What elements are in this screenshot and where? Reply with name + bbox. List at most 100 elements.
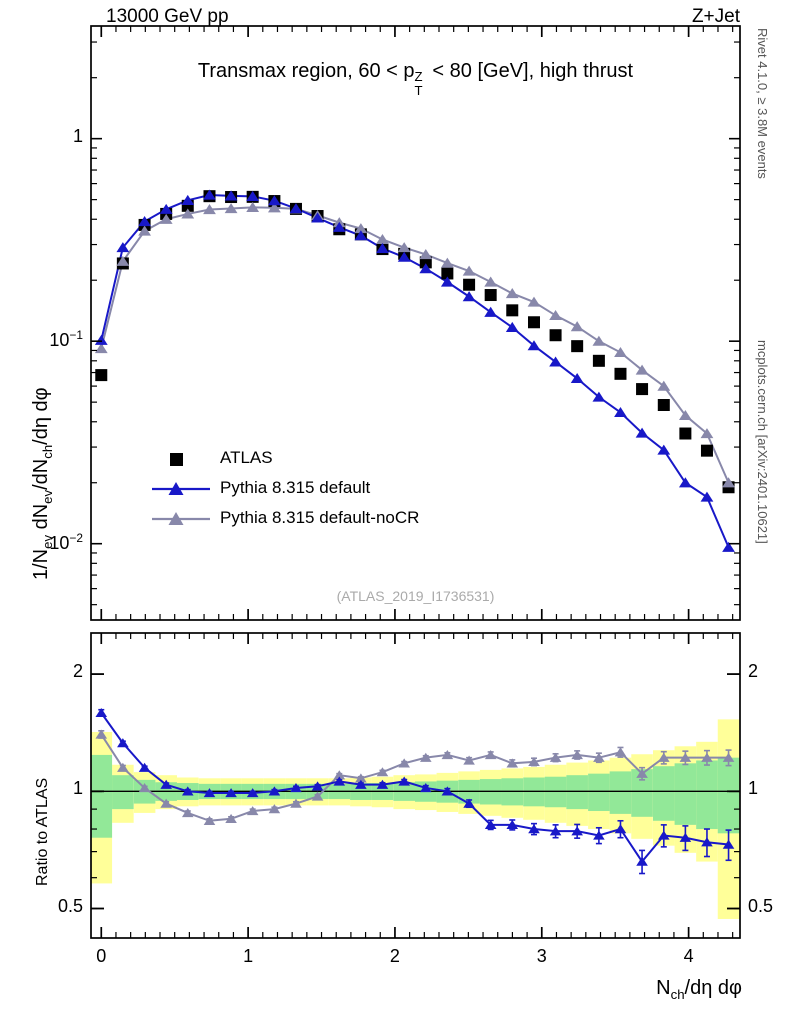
main-marker-pythia-nocr bbox=[376, 233, 389, 245]
main-marker-pythia-nocr bbox=[138, 225, 151, 236]
main-marker-pythia-default bbox=[527, 340, 541, 351]
main-marker-atlas bbox=[700, 444, 713, 457]
ratio-marker-pythia-default bbox=[355, 779, 367, 789]
analysis-id-watermark: (ATLAS_2019_I1736531) bbox=[336, 588, 495, 604]
ratio-marker-pythia-default bbox=[138, 762, 151, 772]
ratio-marker-pythia-nocr bbox=[95, 729, 108, 739]
ratio-band-inner bbox=[112, 775, 134, 810]
main-marker-pythia-default bbox=[138, 216, 151, 227]
main-marker-pythia-default bbox=[722, 541, 735, 552]
main-marker-pythia-default bbox=[570, 372, 584, 384]
main-marker-pythia-default bbox=[592, 391, 606, 402]
header-process: Z+Jet bbox=[691, 6, 740, 27]
ratio-marker-pythia-nocr bbox=[636, 768, 648, 778]
main-marker-pythia-default bbox=[246, 190, 260, 201]
ratio-marker-pythia-nocr bbox=[484, 749, 497, 760]
ratio-marker-pythia-nocr bbox=[117, 762, 129, 772]
ratio-band-inner bbox=[631, 769, 653, 817]
ratio-band-inner bbox=[91, 754, 113, 838]
main-y-ticklabel: 10−2 bbox=[49, 530, 83, 553]
legend-label-atlas: ATLAS bbox=[220, 448, 273, 467]
ratio-marker-pythia-nocr bbox=[225, 813, 237, 823]
ratio-marker-pythia-default bbox=[333, 776, 346, 786]
ratio-band-inner bbox=[609, 771, 632, 814]
ratio-marker-pythia-nocr bbox=[311, 791, 324, 801]
main-marker-pythia-nocr bbox=[116, 255, 130, 266]
main-y-ticklabel: 10−1 bbox=[49, 328, 83, 351]
main-marker-pythia-default bbox=[116, 242, 130, 253]
main-marker-pythia-nocr bbox=[592, 335, 606, 346]
x-ticklabel: 3 bbox=[536, 946, 547, 966]
main-marker-pythia-nocr bbox=[181, 208, 195, 219]
main-marker-pythia-default bbox=[224, 190, 238, 201]
ratio-marker-pythia-default bbox=[463, 798, 475, 808]
ratio-marker-pythia-nocr bbox=[506, 758, 519, 768]
main-marker-pythia-default bbox=[203, 189, 216, 200]
ratio-marker-pythia-nocr bbox=[614, 747, 627, 757]
legend-label-pythia-nocr: Pythia 8.315 default-noCR bbox=[220, 508, 420, 527]
ratio-marker-pythia-nocr bbox=[203, 815, 216, 825]
ratio-y-ticklabel-right: 1 bbox=[748, 778, 759, 799]
title-pre: Transmax region, 60 < p bbox=[197, 60, 415, 82]
main-marker-pythia-nocr bbox=[224, 203, 238, 214]
ratio-marker-pythia-default bbox=[246, 788, 259, 798]
main-marker-atlas bbox=[506, 304, 519, 317]
main-marker-atlas bbox=[95, 369, 108, 382]
ratio-band-inner bbox=[674, 763, 697, 825]
ratio-marker-pythia-default bbox=[636, 856, 648, 866]
main-marker-atlas bbox=[419, 256, 432, 269]
ratio-marker-pythia-default bbox=[95, 707, 108, 718]
ratio-line-pythia-default bbox=[100, 712, 729, 864]
main-marker-pythia-default bbox=[419, 263, 433, 274]
main-marker-atlas bbox=[614, 367, 627, 380]
main-marker-pythia-nocr bbox=[203, 204, 216, 215]
ratio-marker-pythia-nocr bbox=[181, 807, 194, 818]
ratio-marker-pythia-default bbox=[701, 837, 713, 847]
main-marker-pythia-default bbox=[440, 276, 454, 287]
ratio-marker-pythia-nocr bbox=[419, 752, 432, 762]
ratio-panel-frame bbox=[90, 632, 741, 939]
main-marker-atlas bbox=[484, 289, 497, 302]
ratio-marker-pythia-default bbox=[506, 819, 519, 830]
ratio-marker-pythia-default bbox=[160, 779, 172, 789]
ratio-marker-pythia-default bbox=[376, 779, 389, 789]
main-marker-pythia-nocr bbox=[484, 276, 498, 287]
main-marker-atlas bbox=[592, 354, 605, 367]
ratio-marker-pythia-nocr bbox=[722, 752, 735, 762]
main-marker-atlas bbox=[549, 329, 562, 342]
main-marker-pythia-default bbox=[549, 356, 562, 367]
main-marker-pythia-default bbox=[376, 243, 389, 254]
main-marker-pythia-default bbox=[635, 427, 649, 438]
main-panel-frame bbox=[90, 25, 741, 621]
ratio-y-ticklabel-right: 0.5 bbox=[748, 895, 774, 916]
main-marker-pythia-default bbox=[700, 491, 714, 502]
ratio-marker-pythia-default bbox=[593, 830, 605, 840]
ratio-marker-pythia-default bbox=[398, 776, 410, 786]
ratio-marker-pythia-nocr bbox=[441, 749, 454, 760]
title-post: < 80 [GeV], high thrust bbox=[426, 60, 634, 82]
main-marker-pythia-default bbox=[181, 194, 195, 205]
main-marker-pythia-default bbox=[267, 195, 281, 206]
ratio-marker-pythia-nocr bbox=[246, 806, 259, 816]
ratio-marker-pythia-nocr bbox=[571, 749, 583, 760]
title-sup: Z bbox=[414, 68, 423, 84]
main-marker-pythia-nocr bbox=[570, 321, 584, 332]
main-marker-pythia-nocr bbox=[440, 257, 454, 268]
ratio-band-inner bbox=[717, 757, 740, 834]
legend-label-pythia-default: Pythia 8.315 default bbox=[220, 478, 371, 497]
ratio-marker-pythia-nocr bbox=[290, 798, 302, 808]
main-marker-pythia-nocr bbox=[462, 265, 476, 276]
main-line-pythia-nocr bbox=[100, 206, 730, 484]
title-sub: T bbox=[414, 82, 423, 98]
main-marker-pythia-default bbox=[311, 212, 324, 223]
ratio-marker-pythia-nocr bbox=[398, 758, 410, 768]
legend-marker-square bbox=[152, 446, 212, 472]
main-marker-pythia-nocr bbox=[419, 249, 433, 260]
ratio-marker-pythia-default bbox=[268, 786, 281, 796]
ratio-marker-pythia-default bbox=[679, 832, 692, 842]
x-ticklabel: 2 bbox=[389, 946, 400, 966]
main-marker-pythia-nocr bbox=[159, 213, 173, 224]
